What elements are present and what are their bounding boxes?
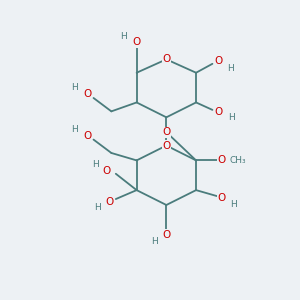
Text: O: O — [162, 127, 170, 137]
Text: O: O — [218, 155, 226, 165]
Text: O: O — [162, 127, 170, 137]
Text: O: O — [106, 197, 114, 207]
Text: O: O — [83, 89, 92, 99]
Text: O: O — [162, 230, 170, 240]
Text: H: H — [92, 160, 98, 169]
Text: CH₃: CH₃ — [230, 156, 246, 165]
Text: H: H — [230, 200, 237, 208]
Text: H: H — [228, 113, 235, 122]
Text: H: H — [151, 237, 158, 246]
Text: H: H — [94, 203, 101, 212]
Text: H: H — [71, 125, 78, 134]
Text: O: O — [214, 107, 223, 117]
Text: O: O — [162, 140, 170, 151]
Text: O: O — [214, 56, 223, 66]
Text: O: O — [218, 193, 226, 203]
Text: H: H — [120, 32, 127, 41]
Text: H: H — [71, 83, 78, 92]
Text: O: O — [133, 38, 141, 47]
Text: O: O — [162, 140, 170, 151]
Text: O: O — [103, 166, 111, 176]
Text: O: O — [162, 54, 170, 64]
Text: H: H — [227, 64, 234, 73]
Text: O: O — [162, 54, 170, 64]
Text: O: O — [83, 131, 92, 141]
